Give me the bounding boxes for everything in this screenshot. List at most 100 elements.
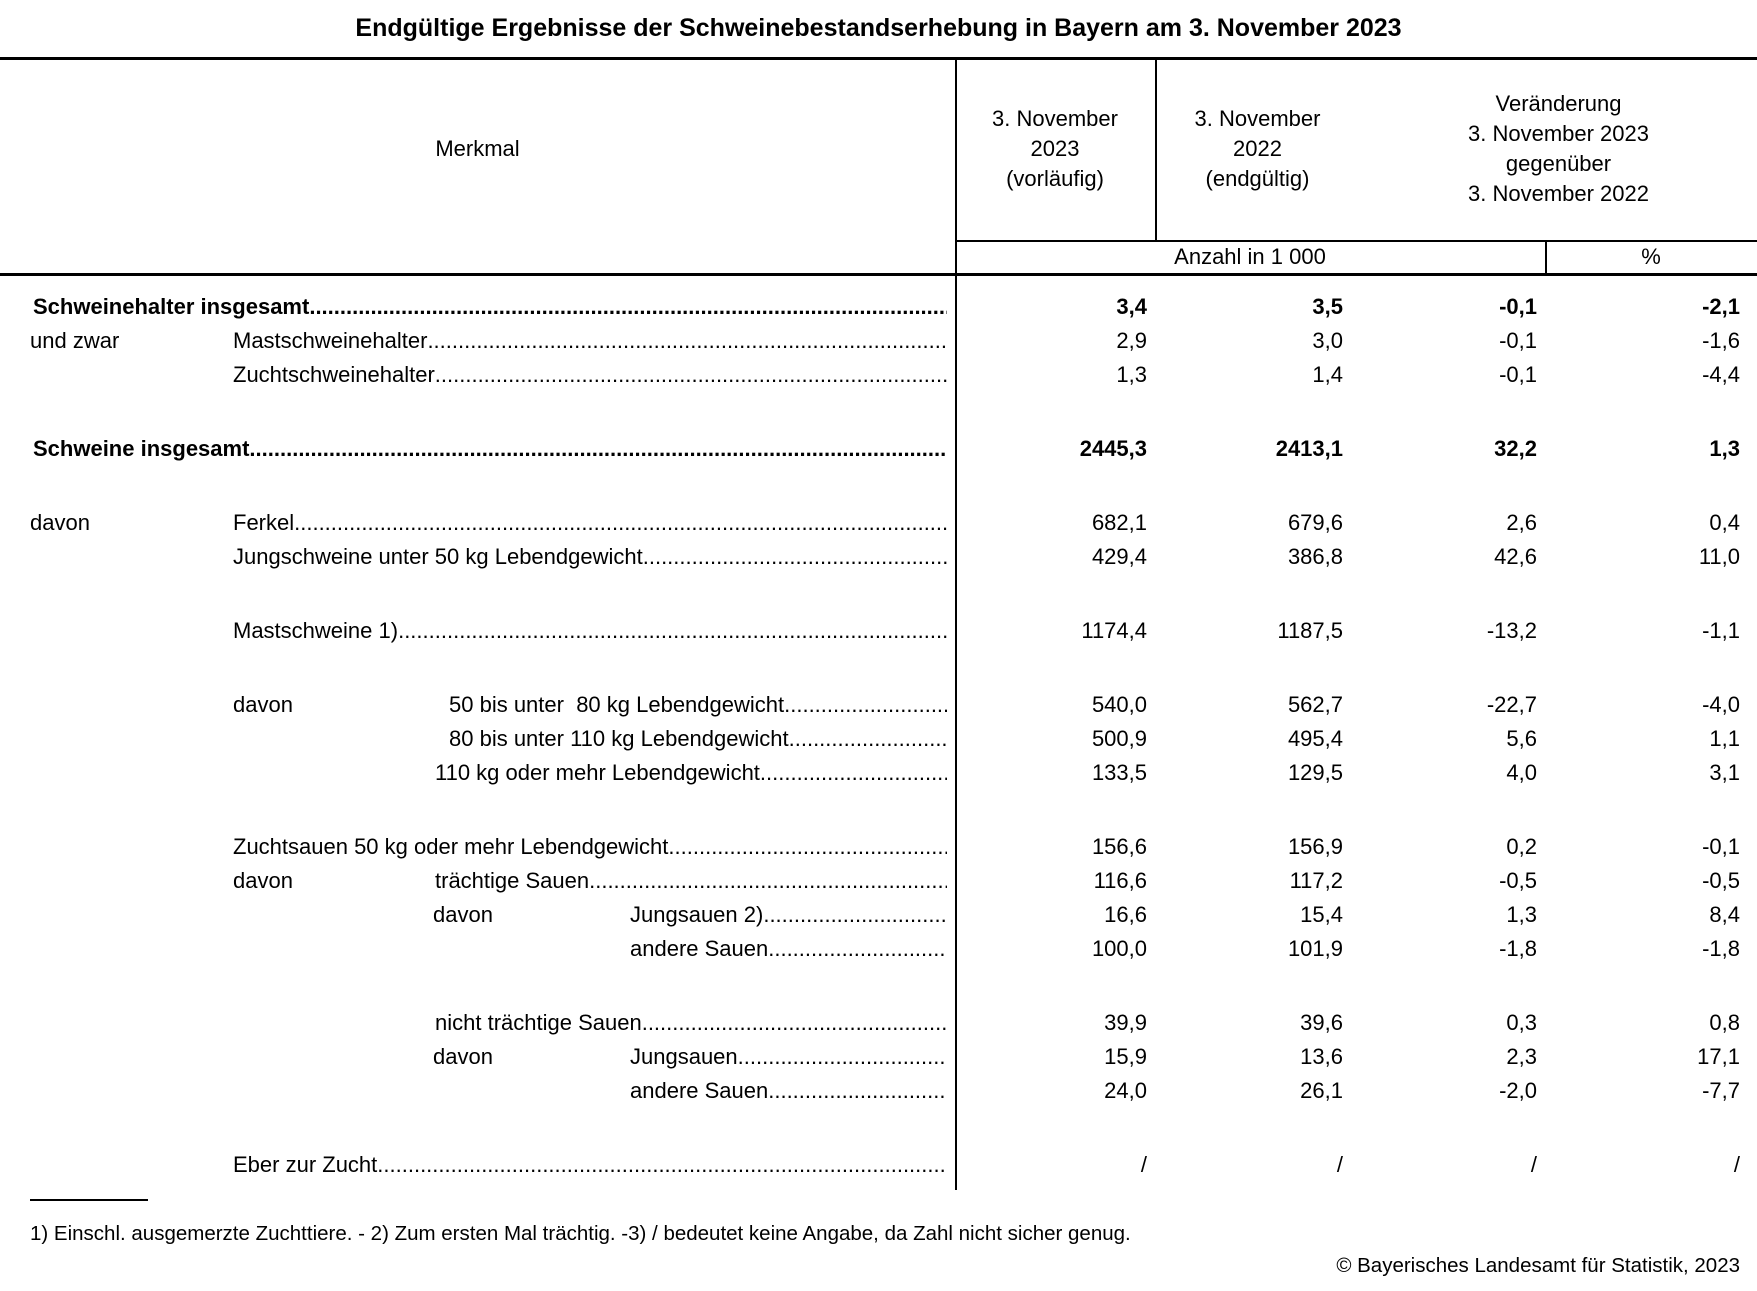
percent-column-divider — [1545, 240, 1547, 276]
value-nov2022: 26,1 — [1300, 1078, 1343, 1103]
value-diff: 2,3 — [1506, 1044, 1537, 1069]
value-nov2022: 1,4 — [1312, 362, 1343, 387]
value-diff: 4,0 — [1506, 760, 1537, 785]
row-label: Zuchtschweinehalter — [233, 362, 435, 387]
value-nov2023: 2,9 — [1116, 328, 1147, 353]
header-line: 3. November — [992, 106, 1118, 131]
merkmal-cell: Schweine insgesamt — [0, 432, 955, 466]
value-nov2023: 116,6 — [1093, 868, 1147, 893]
header-line: 3. November 2022 — [1468, 181, 1649, 206]
value-diff: 42,6 — [1494, 544, 1537, 569]
value-pct: -2,1 — [1702, 294, 1740, 319]
row-label: 110 kg oder mehr Lebendgewicht — [435, 760, 760, 785]
row-prefix: davon — [30, 510, 90, 535]
row-gap — [0, 648, 1757, 688]
merkmal-cell: davon Jungsauen — [0, 1040, 955, 1074]
value-nov2022: 156,9 — [1287, 834, 1343, 859]
dot-leader — [309, 290, 947, 324]
dot-leader — [760, 756, 947, 790]
merkmal-cell: Zuchtsauen 50 kg oder mehr Lebendgewicht — [0, 830, 955, 864]
merkmal-cell: davon Jungsauen 2) — [0, 898, 955, 932]
value-nov2023: 540,0 — [1091, 692, 1147, 717]
value-nov2022: 495,4 — [1287, 726, 1343, 751]
header-line: 2022 — [1233, 136, 1282, 161]
row-gap — [0, 392, 1757, 432]
row-gap — [0, 574, 1757, 614]
value-nov2022: 1187,5 — [1277, 618, 1343, 643]
dot-leader — [668, 830, 947, 864]
table-row: davon trächtige Sauen 116,6 117,2 -0,5 -0… — [0, 864, 1757, 898]
value-pct: 1,3 — [1709, 436, 1740, 461]
row-label: Jungsauen 2) — [630, 902, 764, 927]
value-diff: -0,1 — [1499, 294, 1537, 319]
value-diff: -0,1 — [1499, 328, 1537, 353]
merkmal-cell: davon Ferkel — [0, 506, 955, 540]
row-label: Ferkel — [233, 510, 295, 535]
value-diff: -1,8 — [1499, 936, 1537, 961]
table-row: Zuchtschweinehalter 1,3 1,4 -0,1 -4,4 — [0, 358, 1757, 392]
value-diff: 2,6 — [1506, 510, 1537, 535]
value-nov2022: 39,6 — [1300, 1010, 1343, 1035]
header-column-divider — [1155, 57, 1157, 242]
dot-leader — [249, 432, 947, 466]
dot-leader — [589, 864, 947, 898]
merkmal-cell: andere Sauen — [0, 932, 955, 966]
header-line: 3. November — [1194, 106, 1321, 131]
value-nov2022: 679,6 — [1287, 510, 1343, 535]
table-row: davon Ferkel 682,1 679,6 2,6 0,4 — [0, 506, 1757, 540]
merkmal-column-divider — [955, 57, 957, 1190]
header-line: (vorläufig) — [1006, 166, 1104, 191]
value-pct: -1,6 — [1702, 328, 1740, 353]
table-row: 110 kg oder mehr Lebendgewicht 133,5 129… — [0, 756, 1757, 790]
row-label: Mastschweinehalter — [233, 328, 428, 353]
value-nov2022: 15,4 — [1300, 902, 1343, 927]
value-pct: -0,1 — [1702, 834, 1740, 859]
value-pct: -4,0 — [1702, 692, 1740, 717]
value-nov2023: 39,9 — [1104, 1010, 1147, 1035]
value-diff: 0,3 — [1506, 1010, 1537, 1035]
row-label: Jungschweine unter 50 kg Lebendgewicht — [233, 544, 643, 569]
value-pct: 1,1 — [1709, 726, 1740, 751]
column-header-nov2022: 3. November 2022 (endgültig) — [1155, 104, 1360, 194]
merkmal-cell: 110 kg oder mehr Lebendgewicht — [0, 756, 955, 790]
header-line: gegenüber — [1505, 151, 1612, 176]
row-label: Zuchtsauen 50 kg oder mehr Lebendgewicht — [233, 834, 669, 859]
value-nov2022: 3,0 — [1312, 328, 1343, 353]
table-row: Zuchtsauen 50 kg oder mehr Lebendgewicht… — [0, 830, 1757, 864]
value-nov2022: 13,6 — [1300, 1044, 1343, 1069]
merkmal-cell: Zuchtschweinehalter — [0, 358, 955, 392]
value-nov2023: / — [1140, 1152, 1147, 1177]
row-label: Schweinehalter insgesamt — [33, 294, 310, 319]
value-diff: 1,3 — [1506, 902, 1537, 927]
row-label: Schweine insgesamt — [33, 436, 250, 461]
merkmal-cell: 80 bis unter 110 kg Lebendgewicht — [0, 722, 955, 756]
value-diff: -22,7 — [1486, 692, 1537, 717]
value-nov2023: 3,4 — [1116, 294, 1147, 319]
dot-leader — [398, 614, 947, 648]
table-row: andere Sauen 24,0 26,1 -2,0 -7,7 — [0, 1074, 1757, 1108]
dot-leader — [784, 688, 947, 722]
value-nov2023: 16,6 — [1104, 902, 1147, 927]
value-nov2023: 156,6 — [1091, 834, 1147, 859]
value-nov2023: 133,5 — [1091, 760, 1147, 785]
merkmal-cell: Schweinehalter insgesamt — [0, 290, 955, 324]
column-header-nov2023: 3. November 2023 (vorläufig) — [955, 104, 1155, 194]
value-diff: -0,5 — [1499, 868, 1537, 893]
column-header-change: Veränderung 3. November 2023 gegenüber 3… — [1360, 89, 1757, 209]
row-label: nicht trächtige Sauen — [435, 1010, 642, 1035]
value-nov2023: 1,3 — [1116, 362, 1147, 387]
header-line: 3. November 2023 — [1468, 121, 1649, 146]
value-pct: 3,1 — [1709, 760, 1740, 785]
row-label: andere Sauen — [630, 936, 769, 961]
dot-leader — [789, 722, 947, 756]
merkmal-cell: davon trächtige Sauen — [0, 864, 955, 898]
table-row: Jungschweine unter 50 kg Lebendgewicht 4… — [0, 540, 1757, 574]
subheader-top-line — [955, 240, 1757, 242]
header-line: (endgültig) — [1205, 166, 1310, 191]
row-prefix: davon — [233, 692, 293, 717]
value-diff: 5,6 — [1506, 726, 1537, 751]
value-nov2022: 2413,1 — [1275, 436, 1343, 461]
row-label: Jungsauen — [630, 1044, 738, 1069]
value-diff: 0,2 — [1506, 834, 1537, 859]
